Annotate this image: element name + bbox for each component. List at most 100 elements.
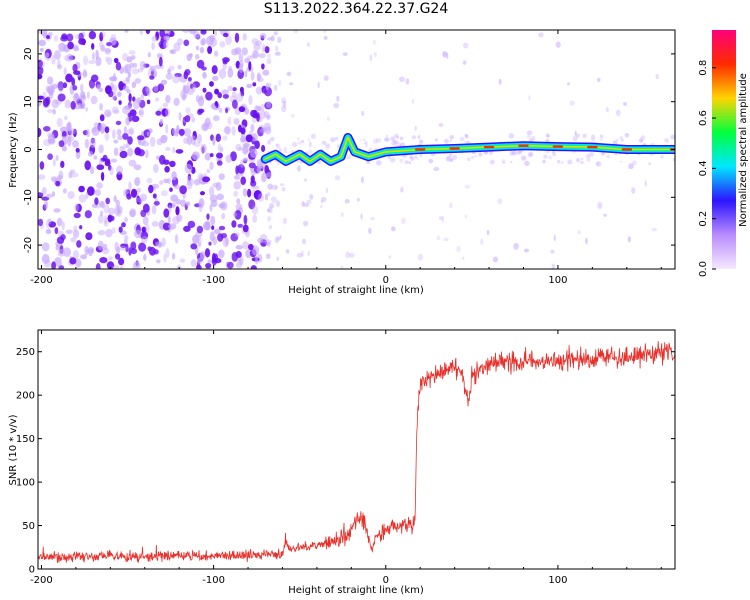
noise-speckle	[258, 53, 266, 59]
colorbar-ticks: 0.0 0.2 0.4 0.6 0.8	[698, 60, 716, 277]
snr-x-ticks: -200 -100 0 100	[30, 330, 662, 586]
sparse-speckle	[266, 140, 272, 145]
noise-speckle	[122, 85, 129, 91]
noise-speckle	[196, 225, 204, 234]
noise-speckle	[104, 126, 110, 134]
noise-speckle	[38, 174, 46, 180]
noise-speckle	[248, 199, 256, 210]
sparse-speckle	[342, 52, 348, 56]
noise-speckle	[99, 257, 108, 264]
noise-speckle	[52, 108, 56, 115]
noise-speckle	[123, 65, 129, 74]
sparse-speckle	[615, 109, 621, 117]
noise-speckle	[64, 99, 72, 109]
noise-speckle	[197, 257, 203, 264]
sparse-speckle	[405, 78, 410, 85]
noise-speckle	[169, 187, 173, 192]
noise-speckle	[138, 110, 144, 116]
spectrogram-x-axis-label: Height of straight line (km)	[288, 285, 424, 296]
signal-halo-dot	[275, 143, 279, 146]
sparse-speckle	[288, 82, 294, 86]
noise-speckle	[57, 81, 64, 91]
signal-halo-dot	[527, 152, 533, 158]
noise-speckle	[124, 217, 128, 223]
noise-speckle	[38, 192, 44, 198]
noise-speckle	[250, 265, 257, 269]
sparse-speckle	[266, 114, 272, 120]
y-tick-label: -10	[23, 189, 34, 205]
signal-halo-dot	[600, 138, 603, 141]
noise-speckle	[106, 112, 112, 117]
signal-halo-dot	[589, 152, 595, 157]
signal-halo-dot	[595, 161, 600, 166]
noise-speckle	[127, 112, 132, 118]
noise-speckle	[43, 139, 51, 147]
sparse-speckle	[275, 45, 278, 52]
noise-speckle	[91, 247, 95, 254]
noise-speckle	[127, 136, 133, 145]
sparse-speckle	[438, 123, 444, 127]
noise-speckle	[174, 73, 182, 78]
noise-speckle	[122, 132, 129, 140]
noise-speckle	[65, 73, 73, 83]
noise-speckle	[240, 159, 244, 169]
noise-speckle	[233, 181, 241, 190]
noise-speckle	[140, 94, 145, 99]
noise-speckle	[235, 203, 243, 212]
sparse-speckle	[296, 252, 303, 258]
noise-speckle	[147, 69, 155, 78]
noise-speckle	[82, 70, 88, 78]
noise-speckle	[213, 228, 221, 235]
sparse-speckle	[388, 255, 392, 259]
noise-speckle	[265, 253, 271, 260]
sparse-speckle	[292, 142, 298, 147]
noise-speckle	[170, 194, 179, 202]
sparse-speckle	[268, 82, 272, 88]
noise-speckle	[240, 136, 245, 143]
signal-halo-dot	[277, 162, 280, 165]
noise-speckle	[206, 168, 211, 174]
sparse-speckle	[446, 52, 449, 59]
noise-speckle	[244, 70, 248, 78]
sparse-speckle	[286, 71, 292, 76]
sparse-speckle	[336, 95, 340, 102]
noise-speckle	[218, 173, 225, 181]
noise-speckle	[115, 120, 122, 126]
sparse-speckle	[323, 36, 328, 40]
noise-speckle	[55, 180, 61, 187]
noise-speckle	[156, 52, 163, 58]
sparse-speckle	[456, 245, 461, 253]
sparse-speckle	[279, 235, 282, 240]
y-tick-label: 200	[16, 391, 35, 402]
sparse-speckle	[526, 130, 533, 136]
signal-halo-dot	[334, 136, 339, 141]
colorbar-gradient	[712, 30, 736, 269]
noise-speckle	[90, 95, 98, 105]
noise-speckle	[221, 89, 229, 95]
signal-halo-dot	[619, 136, 624, 140]
sparse-speckle	[623, 102, 627, 106]
noise-speckle	[209, 34, 216, 42]
noise-speckle	[138, 242, 147, 252]
sparse-speckle	[463, 42, 469, 49]
noise-speckle	[62, 82, 68, 89]
noise-speckle	[165, 94, 171, 104]
signal-halo-dot	[527, 134, 531, 139]
noise-speckle	[183, 85, 190, 94]
noise-speckle	[257, 237, 264, 244]
noise-speckle	[244, 57, 251, 64]
noise-speckle	[155, 31, 160, 41]
noise-speckle	[100, 44, 106, 52]
sparse-speckle	[274, 236, 280, 244]
noise-speckle	[183, 225, 191, 232]
noise-speckle	[198, 202, 203, 213]
noise-speckle	[47, 132, 55, 138]
noise-speckle	[113, 195, 117, 203]
noise-speckle	[215, 133, 221, 142]
noise-speckle	[213, 115, 220, 122]
sparse-speckle	[441, 215, 445, 223]
sparse-speckle	[464, 184, 471, 189]
sparse-speckle	[266, 53, 272, 59]
signal-halo-dot	[508, 133, 515, 139]
noise-speckle	[228, 65, 232, 71]
